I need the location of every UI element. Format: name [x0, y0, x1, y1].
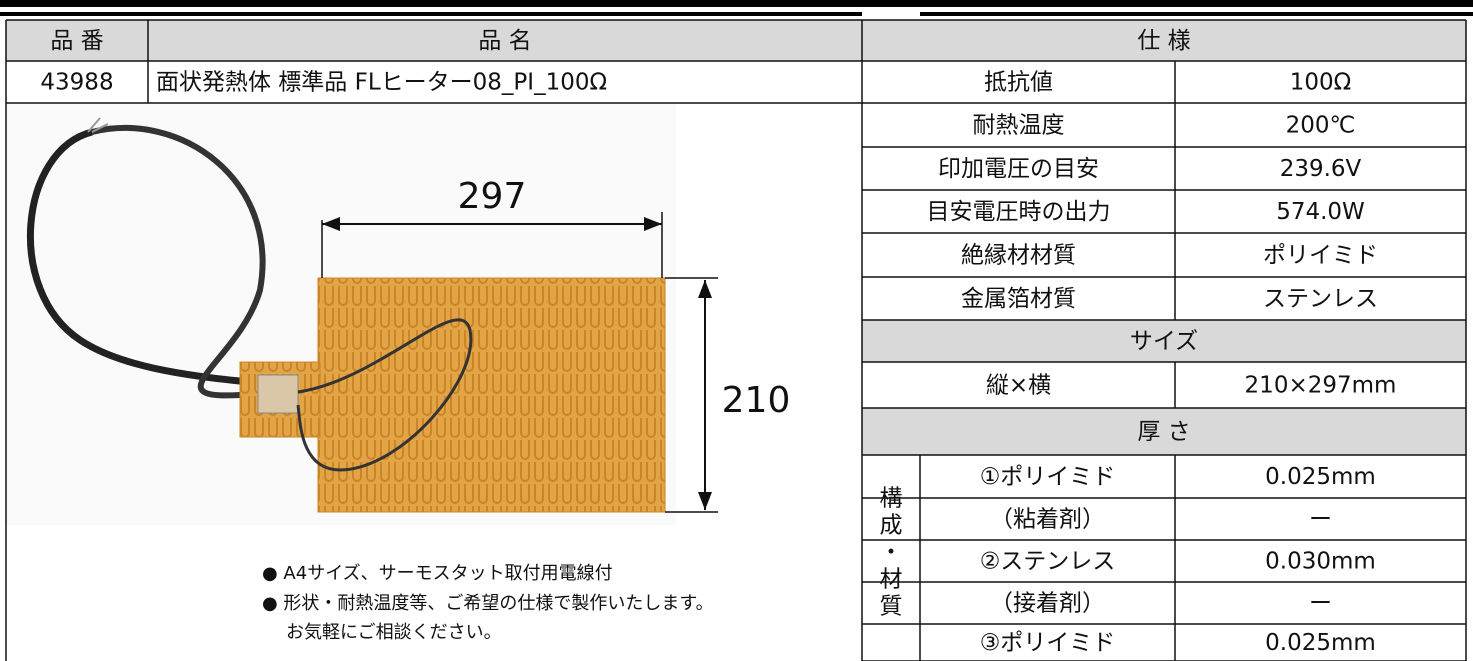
header-cell: 品 番: [50, 28, 103, 54]
spec-label: 印加電圧の目安: [938, 156, 1099, 182]
header-bg: [6, 20, 1466, 61]
spec-label: 金属箔材質: [961, 286, 1076, 312]
cell: 43988: [40, 70, 113, 96]
note: お気軽にご相談ください。: [286, 622, 502, 643]
top-band: [920, 12, 1473, 16]
note: ● A4サイズ、サーモスタット取付用電線付: [262, 563, 613, 584]
spec-label: 耐熱温度: [973, 113, 1065, 139]
spec-value: ポリイミド: [1263, 243, 1378, 269]
spec-value: 200℃: [1286, 113, 1356, 139]
layer-label: ①ポリイミド: [980, 464, 1116, 490]
top-band: [0, 12, 862, 16]
spec-label: 目安電圧時の出力: [927, 199, 1111, 225]
height-label: 210: [722, 380, 791, 421]
section-bg: [862, 408, 1466, 455]
top-band: [0, 0, 1473, 7]
layer-label: （粘着剤）: [990, 507, 1105, 533]
spec-value: 100Ω: [1290, 70, 1351, 96]
heater-photo: [6, 103, 718, 525]
layer-value: 0.025mm: [1265, 464, 1376, 490]
spec-value: ステンレス: [1263, 286, 1378, 312]
header-cell: 仕 様: [1137, 28, 1190, 54]
header-cell: 品 名: [478, 28, 531, 54]
layer-label: ②ステンレス: [980, 549, 1116, 575]
layer-label: （接着剤）: [990, 591, 1105, 617]
layer-label: ③ポリイミド: [980, 630, 1116, 656]
spec-label: 絶縁材材質: [961, 243, 1076, 269]
section-bg: [862, 320, 1466, 362]
spec-value: 574.0W: [1276, 199, 1365, 225]
spec-label: 縦×横: [986, 373, 1051, 399]
layer-value: 0.030mm: [1265, 549, 1376, 575]
layer-value: ー: [1309, 591, 1332, 617]
section-title: 厚 さ: [1137, 419, 1190, 445]
note: ● 形状・耐熱温度等、ご希望の仕様で製作いたします。: [262, 593, 714, 614]
group-label: 材: [880, 567, 903, 593]
spec-label: 抵抗値: [984, 70, 1053, 96]
group-label: ・: [880, 540, 903, 566]
spec-value: 239.6V: [1280, 156, 1362, 182]
cell: 面状発熱体 標準品 FLヒーター08_PI_100Ω: [156, 70, 607, 96]
group-label: 成: [880, 513, 903, 539]
layer-value: 0.025mm: [1265, 630, 1376, 656]
layer-value: ー: [1309, 507, 1332, 533]
group-label: 質: [880, 594, 903, 620]
width-label: 297: [458, 176, 527, 217]
section-title: サイズ: [1130, 329, 1198, 355]
spec-value: 210×297mm: [1245, 373, 1397, 399]
